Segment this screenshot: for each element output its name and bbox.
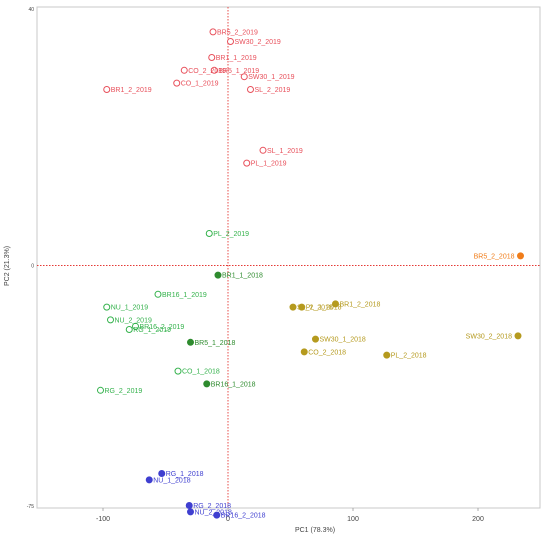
tick-labels: -100 0 100 200 40 0 -75 — [27, 7, 484, 523]
point-label: RG_1_2019 — [133, 327, 171, 334]
point-label: SL_2_2019 — [255, 87, 291, 94]
point-label: CO_1_2018 — [182, 369, 220, 376]
data-points — [97, 28, 524, 519]
point-label: CO_2_2019 — [188, 68, 226, 75]
point-label: NU_1_2018 — [153, 477, 190, 484]
y-tick-label: -75 — [27, 504, 34, 510]
axes-frame — [36, 6, 541, 509]
point-label: BR16_1_2018 — [211, 381, 256, 388]
point-label: SW30_1_2019 — [248, 74, 294, 81]
data-point — [289, 303, 297, 311]
point-label: SL_1_2019 — [267, 148, 303, 155]
point-label: SW30_1_2018 — [320, 337, 366, 344]
point-label: CO_1_2019 — [181, 81, 219, 88]
data-point — [259, 146, 267, 154]
x-tick-label: 0 — [226, 516, 230, 523]
point-label: BR1_1_2019 — [216, 55, 257, 62]
data-point — [383, 351, 391, 359]
point-label: RG_2_2019 — [105, 388, 143, 395]
data-point — [214, 271, 222, 279]
data-point — [154, 290, 162, 298]
data-point — [300, 348, 308, 356]
data-point — [174, 367, 182, 375]
point-labels: BR5_2_2019 SW30_2_2019 BR1_1_2019 CO_2_2019… — [105, 29, 515, 519]
point-label: RG_1_2018 — [166, 471, 204, 478]
point-label: BR16_1_2019 — [162, 292, 207, 299]
data-point — [145, 476, 153, 484]
data-point — [187, 338, 194, 346]
point-label: SW30_2_2019 — [235, 39, 281, 46]
point-label: NU_1_2019 — [111, 305, 148, 312]
point-label: BR1_2_2018 — [340, 301, 381, 308]
data-point — [103, 303, 111, 311]
point-label: NU_2_2018 — [195, 509, 232, 516]
x-tick-label: 100 — [347, 516, 359, 523]
y-tick-label: 0 — [31, 264, 34, 270]
data-point — [97, 386, 104, 394]
data-point — [210, 66, 218, 74]
data-point — [107, 316, 114, 324]
plot-border — [36, 6, 541, 509]
data-point — [203, 380, 211, 388]
data-point — [158, 470, 166, 477]
data-point — [332, 300, 339, 308]
point-label: BR5_1_2018 — [195, 340, 236, 347]
point-label: PL_2_2019 — [213, 231, 249, 238]
x-tick-label: 200 — [472, 516, 484, 523]
x-axis-label: PC1 (78.3%) — [295, 527, 335, 534]
point-label: PL_1_2018 — [306, 305, 342, 312]
y-tick-label: 40 — [28, 7, 34, 13]
point-label: BR5_2_2018 — [474, 253, 515, 260]
point-label: BR5_1_2019 — [218, 68, 259, 75]
point-label: BR5_2_2019 — [217, 29, 258, 36]
data-point — [125, 326, 133, 333]
point-label: RG_2_2018 — [193, 503, 231, 510]
data-point — [208, 54, 216, 61]
point-label: BR1_1_2018 — [222, 273, 263, 280]
data-point — [514, 332, 522, 340]
data-point — [240, 73, 248, 81]
data-point — [517, 252, 524, 260]
point-label: SW30_2_2018 — [466, 333, 512, 340]
point-label: BR16_2_2019 — [140, 324, 185, 331]
data-point — [298, 303, 306, 311]
point-label: BR16_2_2018 — [221, 513, 266, 520]
data-point — [213, 511, 221, 519]
data-point — [247, 86, 254, 93]
data-point — [209, 28, 217, 36]
data-point — [132, 322, 139, 330]
point-label: CO_2_2018 — [308, 349, 346, 356]
reference-lines — [37, 7, 540, 508]
data-point — [227, 38, 234, 45]
data-point — [312, 335, 319, 343]
point-label: SL_2_2018 — [297, 305, 333, 312]
point-label: BR1_2_2019 — [111, 87, 152, 94]
data-point — [187, 508, 194, 516]
point-label: PL_2_2018 — [391, 353, 427, 360]
data-point — [103, 86, 111, 93]
data-point — [173, 79, 181, 87]
data-point — [205, 230, 213, 237]
data-point — [180, 66, 188, 74]
x-tick-label: -100 — [96, 516, 110, 523]
y-axis-label: PC2 (21.3%) — [4, 246, 11, 286]
point-label: PL_1_2019 — [251, 161, 287, 168]
data-point — [185, 502, 193, 509]
data-point — [243, 159, 251, 167]
point-label: NU_2_2019 — [115, 317, 152, 324]
